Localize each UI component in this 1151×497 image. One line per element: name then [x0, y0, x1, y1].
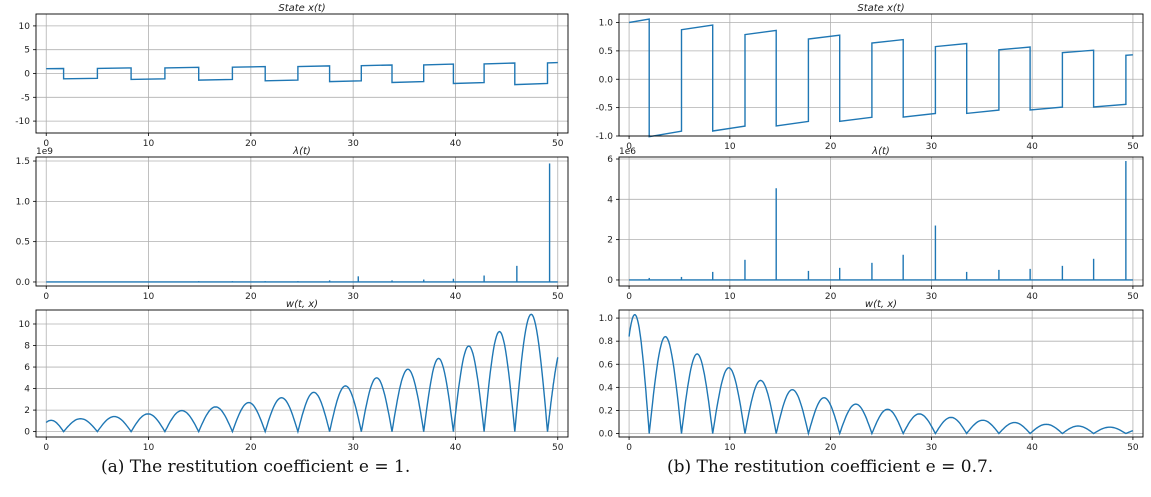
- x-tick-label: 10: [724, 443, 736, 453]
- caption-b: (b) The restitution coefficient e = 0.7.: [667, 457, 994, 477]
- x-tick-label: 30: [347, 139, 359, 149]
- y-tick-label: 6: [607, 155, 613, 165]
- caption-a: (a) The restitution coefficient e = 1.: [101, 457, 411, 477]
- x-tick-label: 20: [245, 443, 257, 453]
- y-tick-label: 1.0: [599, 19, 614, 29]
- x-tick-label: 10: [143, 292, 155, 302]
- x-tick-label: 30: [926, 443, 938, 453]
- y-tick-label: 1.0: [599, 314, 614, 324]
- x-tick-label: 10: [143, 139, 155, 149]
- x-tick-label: 30: [347, 443, 359, 453]
- y-tick-label: 0.0: [599, 75, 614, 85]
- y-tick-label: 0: [24, 70, 30, 80]
- x-tick-label: 0: [626, 142, 632, 152]
- axes-title: State x(t): [857, 3, 904, 14]
- x-tick-label: 40: [1026, 443, 1038, 453]
- y-tick-label: 0.4: [599, 383, 614, 393]
- y-tick-label: 4: [607, 195, 613, 205]
- y-tick-label: -1.0: [595, 132, 613, 142]
- y-tick-label: 8: [24, 342, 30, 352]
- panel-a-2: 0 10 20 30 40 50 0 2 4 6 8 10 w(t, x): [19, 299, 569, 453]
- y-tick-label: 2: [24, 406, 30, 416]
- series-line: [628, 314, 1134, 437]
- y-tick-label: 6: [24, 363, 30, 373]
- y-tick-label: -5: [21, 93, 30, 103]
- axes-frame: [35, 156, 569, 287]
- panel-a-0: 0 10 20 30 40 50 -10 -5 0 5 10 State x(t): [15, 3, 569, 149]
- axes-frame: [35, 309, 569, 438]
- y-tick-label: 0.0: [599, 430, 614, 440]
- axes-title: λ(t): [871, 146, 890, 157]
- x-tick-label: 10: [143, 443, 155, 453]
- series-line: [45, 313, 559, 435]
- panel-b-1: 0 10 20 30 40 50 0 2 4 6 λ(t) 1e6: [607, 146, 1144, 302]
- x-tick-label: 40: [1026, 142, 1038, 152]
- x-tick-label: 50: [552, 139, 564, 149]
- axes-frame: [618, 156, 1144, 287]
- x-tick-label: 20: [245, 292, 257, 302]
- offset-label: 1e6: [619, 147, 636, 157]
- axes-title: λ(t): [292, 146, 311, 157]
- x-tick-label: 40: [450, 292, 462, 302]
- y-tick-label: 10: [19, 320, 31, 330]
- panel-b-2: 0 10 20 30 40 50 0.0 0.2 0.4 0.6 0.8 1.0 w(t, x): [599, 299, 1144, 453]
- x-tick-label: 40: [1026, 292, 1038, 302]
- y-tick-label: 0: [24, 428, 30, 438]
- y-tick-label: 0.2: [599, 406, 613, 416]
- x-tick-label: 10: [724, 142, 736, 152]
- x-tick-label: 0: [626, 292, 632, 302]
- y-tick-label: 0.8: [599, 337, 614, 347]
- axes-title: State x(t): [278, 3, 325, 14]
- panel-b-0: 0 10 20 30 40 50 -1.0 -0.5 0.0 0.5 1.0 State x(t): [595, 3, 1144, 152]
- x-tick-label: 50: [1127, 292, 1139, 302]
- x-tick-label: 40: [450, 443, 462, 453]
- x-tick-label: 0: [43, 139, 49, 149]
- x-tick-label: 10: [724, 292, 736, 302]
- y-tick-label: 1.0: [16, 197, 31, 207]
- x-tick-label: 0: [626, 443, 632, 453]
- x-tick-label: 50: [552, 292, 564, 302]
- y-tick-label: 0.5: [599, 47, 613, 57]
- y-tick-label: 2: [607, 236, 613, 246]
- x-tick-label: 0: [43, 292, 49, 302]
- y-tick-label: 1.5: [16, 157, 30, 167]
- axes-frame: [618, 309, 1144, 438]
- axes-title: w(t, x): [865, 299, 897, 310]
- y-tick-label: 0: [607, 276, 613, 286]
- y-tick-label: 0.5: [16, 238, 30, 248]
- x-tick-label: 50: [1127, 443, 1139, 453]
- x-tick-label: 30: [926, 142, 938, 152]
- y-tick-label: 5: [24, 46, 30, 56]
- x-tick-label: 40: [450, 139, 462, 149]
- axes-title: w(t, x): [286, 299, 318, 310]
- x-tick-label: 30: [347, 292, 359, 302]
- x-tick-label: 20: [825, 443, 837, 453]
- axes-frame: [35, 13, 569, 134]
- x-tick-label: 50: [552, 443, 564, 453]
- y-tick-label: 0.0: [16, 278, 31, 288]
- y-tick-label: 10: [19, 22, 31, 32]
- x-tick-label: 30: [926, 292, 938, 302]
- x-tick-label: 20: [245, 139, 257, 149]
- series-line: [628, 18, 1133, 138]
- axes-frame: [618, 13, 1144, 137]
- panel-a-1: 0 10 20 30 40 50 0.0 0.5 1.0 1.5 λ(t) 1e9: [16, 146, 569, 302]
- x-tick-label: 50: [1127, 142, 1139, 152]
- x-tick-label: 20: [825, 142, 837, 152]
- y-tick-label: 4: [24, 385, 30, 395]
- series-line: [46, 61, 558, 86]
- y-tick-label: -10: [15, 117, 30, 127]
- y-tick-label: -0.5: [595, 104, 613, 114]
- x-tick-label: 0: [43, 443, 49, 453]
- offset-label: 1e9: [36, 147, 53, 157]
- y-tick-label: 0.6: [599, 360, 614, 370]
- x-tick-label: 20: [825, 292, 837, 302]
